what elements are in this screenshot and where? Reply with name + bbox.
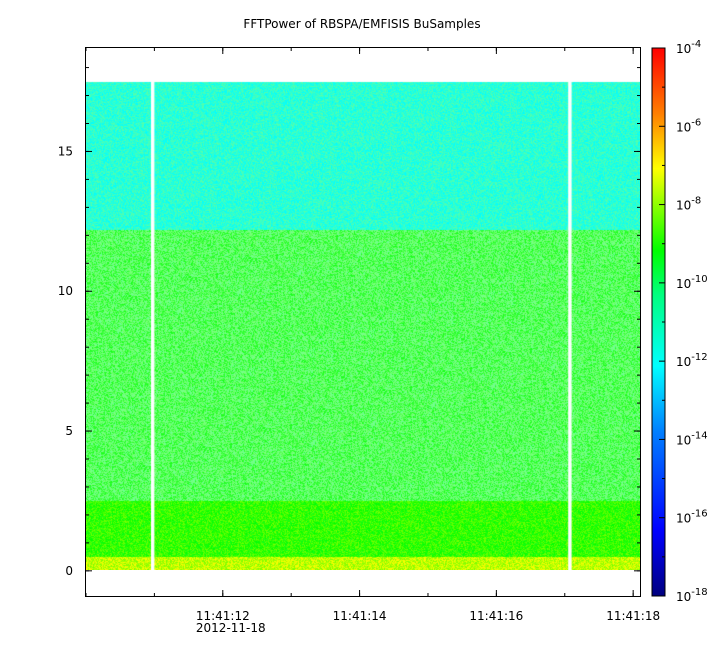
colorbar-axis: 10-4 10-6 10-8 10-10 10-12 10-14 10-16 10-18	[659, 39, 708, 604]
colorbar-tick-label: 10-12	[676, 352, 708, 369]
y-tick-label: 0	[65, 564, 73, 578]
colorbar-tick-label: 10-4	[676, 39, 701, 56]
colorbar-tick-label: 10-14	[676, 430, 708, 447]
x-tick-label: 11:41:14	[333, 609, 387, 623]
y-axis: 0 5 10 15	[58, 67, 640, 578]
colorbar-tick-label: 10-10	[676, 274, 708, 291]
y-tick-label: 5	[65, 424, 73, 438]
x-tick-label: 11:41:12	[196, 609, 250, 623]
y-tick-label: 15	[58, 144, 73, 158]
plot-frame	[85, 47, 641, 597]
spectrogram-image	[86, 48, 640, 570]
chart-title: FFTPower of RBSPA/EMFISIS BuSamples	[243, 17, 481, 31]
colorbar-tick-label: 10-6	[676, 117, 701, 134]
colorbar-tick-label: 10-8	[676, 196, 701, 213]
x-tick-date-label: 2012-11-18	[196, 621, 266, 635]
y-tick-label: 10	[58, 284, 73, 298]
colorbar-tick-label: 10-18	[676, 587, 708, 604]
x-tick-label: 11:41:16	[469, 609, 523, 623]
colorbar-tick-label: 10-16	[676, 509, 708, 526]
x-tick-label: 11:41:18	[606, 609, 660, 623]
